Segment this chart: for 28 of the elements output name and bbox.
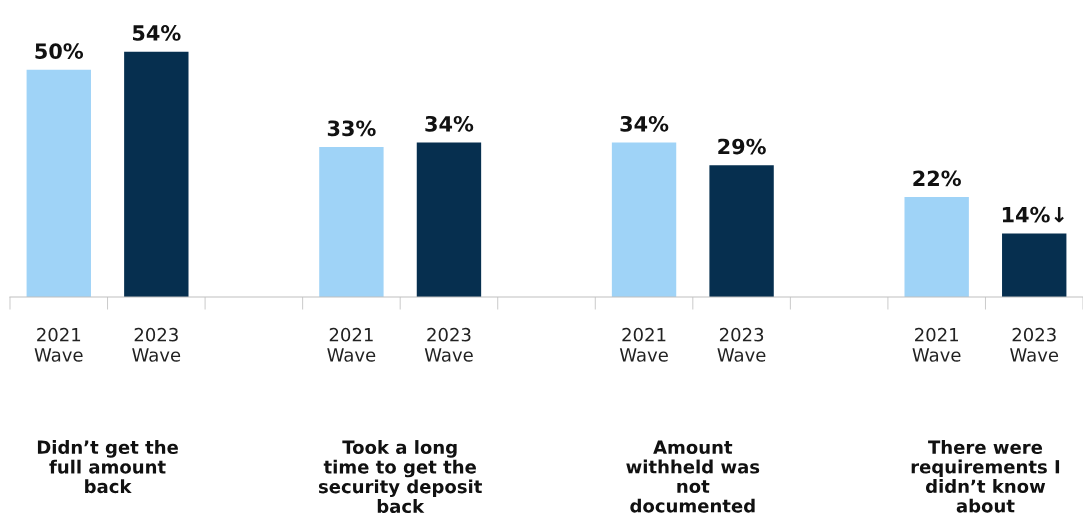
data-label: 29%: [718, 138, 766, 155]
text: Took a long time to get the security deposit back: [318, 440, 482, 514]
bar: [26, 69, 91, 297]
data-label: 33%: [327, 120, 376, 137]
x-tick-label: 2023 Wave: [424, 327, 473, 362]
text: Amount withheld was not documented: [626, 440, 760, 513]
bar: [319, 147, 384, 297]
x-tick-label: 2021 Wave: [327, 327, 376, 362]
data-label: 34%: [620, 115, 669, 132]
data-label: 14%↓: [1002, 206, 1064, 223]
data-label: 34%: [425, 115, 474, 132]
x-tick-label: 2023 Wave: [717, 327, 766, 362]
bar: [904, 197, 969, 297]
x-tick-label: 2021 Wave: [912, 327, 961, 362]
data-label: 54%: [132, 25, 181, 41]
bar: [124, 51, 189, 297]
data-label: 50%: [35, 43, 84, 59]
x-tick-label: 2021 Wave: [34, 327, 83, 362]
x-tick-label: 2021 Wave: [619, 327, 668, 362]
bar: [416, 142, 482, 297]
bar: [1002, 233, 1067, 297]
x-tick-label: 2023 Wave: [1010, 327, 1059, 362]
x-tick-label: 2023 Wave: [132, 327, 181, 362]
bar: [709, 165, 774, 297]
bar: [611, 142, 677, 297]
data-label: 22%: [913, 170, 961, 187]
text: There were requirements I didn’t know about: [911, 440, 1060, 513]
text: Didn’t get the full amount back: [37, 440, 178, 494]
